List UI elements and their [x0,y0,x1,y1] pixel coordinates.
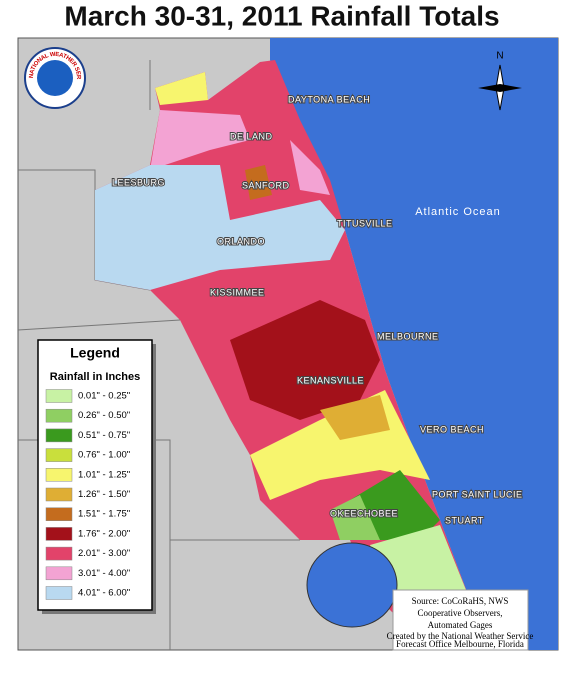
legend-label: 0.26" - 0.50" [78,410,130,421]
legend-label: 0.01" - 0.25" [78,391,130,402]
compass: N [478,51,522,111]
legend-swatch [45,428,73,443]
rain-region [150,110,250,170]
credit-line: Created by the National Weather Service [387,631,534,641]
legend-label: 1.76" - 2.00" [78,528,130,539]
ocean [270,38,558,650]
legend-swatch [45,487,73,502]
lake-okeechobee [306,542,398,628]
legend-label: 2.01" - 3.00" [78,548,130,559]
rain-region [245,165,272,200]
city-label: ORLANDO [217,236,265,246]
legend-swatch [45,389,73,403]
credit-line: Forecast Office Melbourne, Florida [396,639,524,649]
legend-swatch [45,408,73,423]
city-label: OKEECHOBEE [330,508,398,518]
city-labels: DAYTONA BEACH DE LAND LEESBURG SANFORD T… [111,93,523,526]
rain-region [290,140,330,195]
legend-label: 1.51" - 1.75" [78,509,130,520]
city-label: LEESBURG [112,177,165,187]
city-label: MELBOURNE [377,331,439,341]
rain-region [230,300,380,420]
source-box [392,589,529,651]
city-label: SANFORD [242,180,290,190]
city-label: PORT SAINT LUCIE [432,489,523,499]
source-line: Automated Gages [428,620,493,630]
legend-label: 0.51" - 0.75" [78,430,130,441]
city-label: STUART [445,515,484,525]
city-label: VERO BEACH [420,424,484,434]
city-label: DE LAND [230,131,273,141]
legend-label: 3.01" - 4.00" [78,568,130,579]
legend-subtitle: Rainfall in Inches [50,371,140,383]
rain-region [330,495,380,540]
rain-region [95,165,345,290]
legend-label: 4.01" - 6.00" [78,588,130,599]
legend-swatch [45,546,73,561]
legend-swatch [45,566,73,581]
ocean-label: Atlantic Ocean [415,206,501,218]
legend-swatch [45,586,73,600]
legend-swatch [45,468,73,482]
source-line: Source: CoCoRaHS, NWS [412,596,509,606]
legend-title: Legend [70,345,120,361]
legend-label: 1.01" - 1.25" [78,469,130,480]
source-line: Cooperative Observers, [418,608,503,618]
city-label: KISSIMMEE [210,287,265,297]
rain-region [320,395,390,440]
rain-region [155,72,208,105]
city-label: KENANSVILLE [297,375,364,385]
legend-swatch [45,527,73,541]
compass-label: N [496,51,503,62]
title: March 30-31, 2011 Rainfall Totals [64,0,499,31]
legend-label: 1.26" - 1.50" [78,489,130,500]
legend-label: 0.76" - 1.00" [78,450,130,461]
legend-swatch [45,448,73,462]
legend-swatch [45,507,73,521]
legend-items: 0.01" - 0.25" 0.26" - 0.50" 0.51" - 0.75" 0… [45,389,130,600]
rain-region [350,470,440,540]
city-label: TITUSVILLE [337,218,393,228]
city-label: DAYTONA BEACH [288,94,370,104]
